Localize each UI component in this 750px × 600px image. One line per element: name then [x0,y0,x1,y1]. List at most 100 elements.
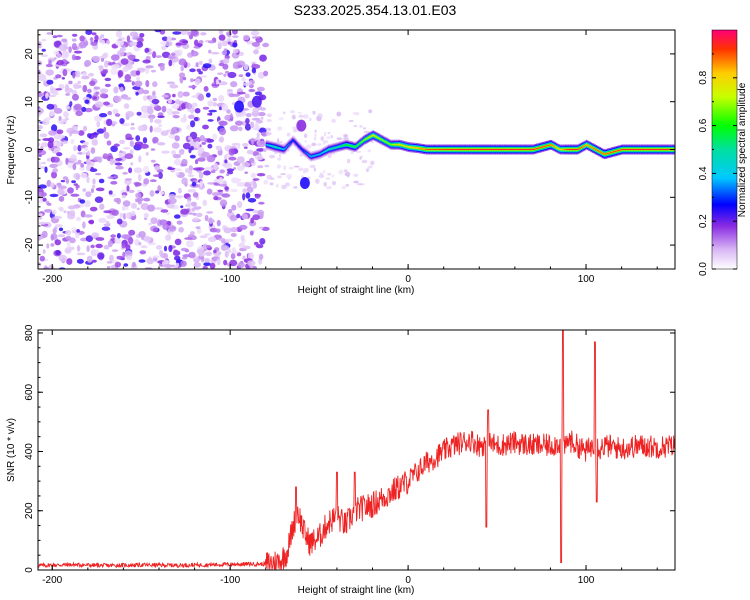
ridge-cell [423,148,426,150]
noise-blob [149,125,153,133]
noise-blob [258,201,265,205]
ridge-cell [639,149,641,150]
x-tick-label: 0 [405,575,411,586]
noise-blob [223,245,230,251]
halo-blob [359,124,363,128]
noise-blob [218,34,226,41]
ridge-cell [559,149,561,150]
noise-blob [161,51,171,58]
ridge-cell [480,149,482,150]
noise-blob [229,113,233,119]
noise-blob [116,233,121,239]
noise-blob [93,86,101,90]
noise-blob [75,231,80,239]
noise-blob [187,174,195,177]
noise-blob [205,244,211,249]
noise-blob [261,226,270,231]
noise-blob [110,181,118,185]
halo-blob [327,154,332,159]
noise-blob [44,166,48,173]
noise-blob [108,190,113,195]
ridge-layer [234,95,675,189]
ridge-cell [272,145,274,147]
noise-blob [81,106,87,113]
noise-blob [165,129,172,133]
ridge-cell [281,148,284,150]
x-tick-label: -100 [220,274,240,285]
noise-blob [167,108,173,116]
noise-blob [136,207,140,211]
ridge-cell [661,149,664,150]
noise-blob [50,234,54,241]
noise-blob [190,120,196,128]
ridge-cell [580,147,583,148]
ridge-cell [430,149,432,150]
noise-blob [194,108,201,114]
noise-blob [123,103,130,109]
ridge-cell [321,152,324,154]
noise-blob [90,41,98,46]
noise-blob [143,95,148,101]
noise-blob [122,200,131,207]
noise-blob [152,255,160,258]
noise-blob [38,41,42,49]
halo-blob [343,169,348,173]
noise-blob [174,214,181,219]
noise-blob [256,86,265,92]
noise-blob [38,125,43,130]
noise-blob [42,138,51,141]
ridge-cell [658,149,660,150]
ridge-cell [371,135,373,137]
noise-blob [107,240,113,248]
ridge-cell [585,144,588,146]
noise-blob [152,227,158,233]
ridge-cell [509,149,512,150]
noise-blob [38,262,42,268]
noise-blob [249,231,254,236]
noise-blob [71,43,77,51]
halo-blob [341,185,347,190]
noise-blob [166,81,176,85]
noise-blob [70,130,80,134]
ridge-cell [385,141,387,143]
noise-blob [82,188,87,192]
y-tick-label: -20 [24,237,35,252]
noise-blob [99,88,109,94]
ridge-cell [478,149,480,150]
noise-blob [71,227,77,232]
noise-blob [39,255,45,262]
noise-blob [197,157,206,162]
side-feature [299,176,310,189]
halo-blob [263,179,269,185]
noise-blob [155,190,160,194]
ridge-cell [523,149,525,150]
ridge-cell [416,147,418,149]
ridge-cell [458,149,461,150]
noise-blob [188,85,197,89]
ridge-cell [556,147,558,149]
noise-blob [218,30,224,35]
halo-blob [309,164,316,169]
noise-blob [73,145,77,152]
noise-blob [72,93,79,101]
ridge-cell [352,146,355,148]
noise-blob [219,199,228,207]
noise-blob [154,119,162,124]
ridge-cell [359,143,361,144]
noise-blob [150,148,156,151]
ridge-cell [618,149,620,151]
noise-blob [260,131,267,136]
noise-blob [235,120,243,126]
noise-blob [83,214,93,218]
ridge-cell [514,149,517,150]
noise-blob [238,126,243,132]
ridge-cell [273,146,275,148]
noise-blob [246,149,254,155]
noise-blob [41,230,48,238]
noise-blob [90,132,100,136]
ridge-cell [293,140,295,142]
noise-blob [46,157,52,162]
ridge-cell [567,149,569,150]
noise-blob [46,179,52,187]
noise-blob [128,237,134,245]
